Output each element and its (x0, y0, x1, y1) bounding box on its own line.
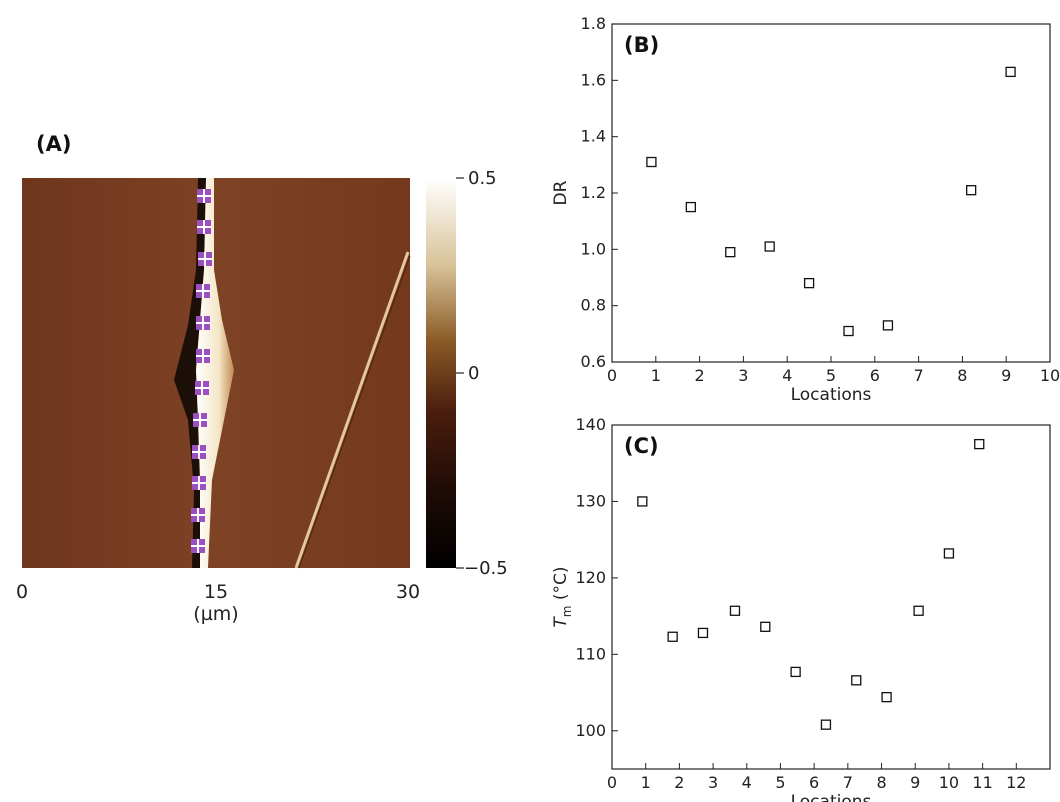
afm-location-marker (192, 445, 206, 459)
data-point (725, 246, 736, 258)
y-tick-label: 120 (575, 568, 606, 587)
x-tick-label: 10 (939, 773, 959, 792)
afm-bright-band (196, 178, 234, 568)
afm-location-marker (191, 539, 205, 553)
afm-location-marker (197, 220, 211, 234)
data-point (913, 605, 924, 616)
data-point (697, 627, 709, 639)
panel-label: (B) (624, 33, 659, 57)
x-tick-label: 5 (775, 773, 785, 792)
y-axis-label: DR (551, 180, 571, 205)
x-tick-label: 11 (972, 773, 992, 792)
afm-x-unit: (µm) (193, 603, 238, 625)
x-tick-label: 6 (809, 773, 819, 792)
plot-frame (611, 23, 1051, 363)
afm-x-tick-15: 15 (204, 581, 228, 603)
data-point (843, 325, 854, 337)
x-tick-label: 1 (641, 773, 651, 792)
x-tick-label: 10 (1040, 366, 1060, 385)
colorbar-tick-bottom: −0.5 (464, 558, 508, 579)
x-tick-label: 5 (826, 366, 836, 385)
colorbar-tick-top: 0.5 (468, 168, 497, 189)
afm-image (22, 178, 411, 569)
x-tick-label: 12 (1006, 773, 1026, 792)
afm-dark-band (174, 178, 206, 568)
data-point (790, 666, 801, 678)
x-tick-label: 2 (695, 366, 705, 385)
y-tick-label: 1.0 (581, 239, 606, 258)
afm-location-marker (191, 508, 205, 522)
afm-location-marker (196, 349, 210, 363)
data-point (637, 496, 648, 507)
y-tick-label: 100 (575, 721, 606, 740)
data-point (1005, 66, 1016, 78)
x-tick-label: 9 (1001, 366, 1011, 385)
afm-location-marker (196, 316, 210, 330)
y-tick-label: 130 (575, 491, 606, 510)
data-point (851, 675, 862, 686)
afm-location-marker (197, 189, 211, 203)
data-point (974, 438, 985, 450)
data-point (760, 621, 771, 632)
x-tick-label: 3 (708, 773, 718, 792)
x-axis-label: Locations (791, 385, 872, 405)
afm-location-marker (193, 413, 207, 427)
colorbar-tick-mid: 0 (468, 363, 479, 384)
data-point (685, 201, 696, 213)
afm-x-tick-30: 30 (396, 581, 420, 603)
x-tick-label: 2 (674, 773, 684, 792)
y-tick-label: 1.4 (581, 127, 606, 146)
x-tick-label: 0 (607, 366, 617, 385)
data-point (881, 691, 892, 703)
afm-location-marker (198, 252, 212, 266)
afm-x-tick-0: 0 (16, 581, 28, 603)
y-tick-label: 0.6 (581, 352, 606, 371)
afm-diagonal-fiber (294, 251, 410, 569)
x-tick-label: 8 (876, 773, 886, 792)
x-tick-label: 4 (742, 773, 752, 792)
data-point (646, 156, 657, 168)
x-tick-label: 8 (957, 366, 967, 385)
y-tick-label: 1.8 (581, 14, 606, 33)
data-point (729, 605, 741, 616)
plot-frame (611, 424, 1051, 770)
x-tick-label: 9 (910, 773, 920, 792)
x-tick-label: 7 (914, 366, 924, 385)
colorbar (426, 178, 456, 568)
chart-b: (B) 0 1 2 3 4 5 6 7 8 9 10 0.6 0.8 1.0 1.2 1.4 1.6 1.8 Loca… (551, 14, 1060, 405)
y-tick-label: 1.6 (581, 70, 606, 89)
x-tick-label: 7 (843, 773, 853, 792)
x-tick-label: 6 (870, 366, 880, 385)
data-point (764, 241, 775, 252)
afm-figure: 0.5 0 −0.5 0 15 30 (µm) (16, 168, 508, 625)
y-tick-label: 110 (575, 644, 606, 663)
panel-a-label: (A) (36, 132, 72, 156)
afm-location-marker (195, 381, 209, 395)
y-axis-label: Tm (°C) (551, 566, 574, 627)
data-point (966, 185, 977, 196)
data-point (820, 719, 832, 730)
x-tick-label: 1 (651, 366, 661, 385)
afm-location-marker (196, 284, 210, 298)
x-tick-label: 3 (738, 366, 748, 385)
chart-c: (C)0 1 2 3 4 5 6 7 8 9 10 11 12100110120130140Locati… (551, 415, 1051, 802)
y-tick-label: 0.8 (581, 296, 606, 315)
x-tick-label: 0 (607, 773, 617, 792)
x-tick-label: 4 (782, 366, 792, 385)
y-tick-label: 140 (575, 415, 606, 434)
x-axis-label: Locations (791, 792, 872, 802)
data-point (882, 320, 894, 331)
afm-location-marker (192, 476, 206, 490)
data-point (803, 277, 815, 289)
data-point (667, 631, 678, 642)
data-point (943, 548, 955, 559)
y-tick-label: 1.2 (581, 183, 606, 202)
panel-label: (C) (624, 434, 659, 458)
